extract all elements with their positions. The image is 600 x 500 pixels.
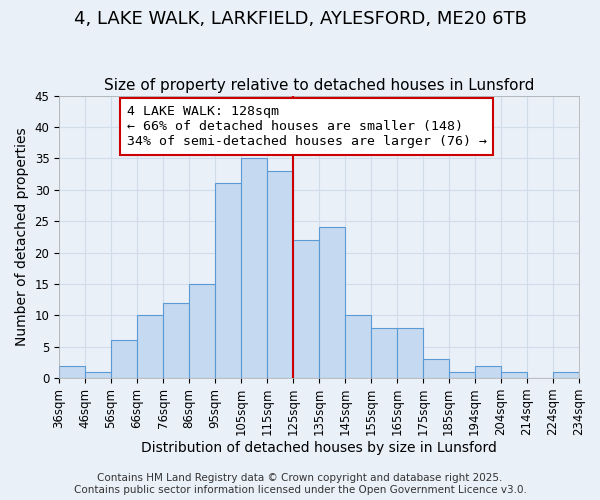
Text: 4, LAKE WALK, LARKFIELD, AYLESFORD, ME20 6TB: 4, LAKE WALK, LARKFIELD, AYLESFORD, ME20… [74,10,526,28]
X-axis label: Distribution of detached houses by size in Lunsford: Distribution of detached houses by size … [141,441,497,455]
Bar [163,303,189,378]
Bar [371,328,397,378]
Bar [293,240,319,378]
Bar [137,316,163,378]
Bar [267,171,293,378]
Bar [345,316,371,378]
Text: 4 LAKE WALK: 128sqm
← 66% of detached houses are smaller (148)
34% of semi-detac: 4 LAKE WALK: 128sqm ← 66% of detached ho… [127,105,487,148]
Bar [553,372,578,378]
Bar [500,372,527,378]
Bar [241,158,267,378]
Bar [59,366,85,378]
Bar [449,372,475,378]
Bar [215,184,241,378]
Text: Contains HM Land Registry data © Crown copyright and database right 2025.
Contai: Contains HM Land Registry data © Crown c… [74,474,526,495]
Bar [189,284,215,378]
Bar [319,228,345,378]
Bar [111,340,137,378]
Bar [85,372,111,378]
Bar [422,360,449,378]
Bar [475,366,500,378]
Y-axis label: Number of detached properties: Number of detached properties [15,128,29,346]
Bar [397,328,422,378]
Title: Size of property relative to detached houses in Lunsford: Size of property relative to detached ho… [104,78,534,93]
